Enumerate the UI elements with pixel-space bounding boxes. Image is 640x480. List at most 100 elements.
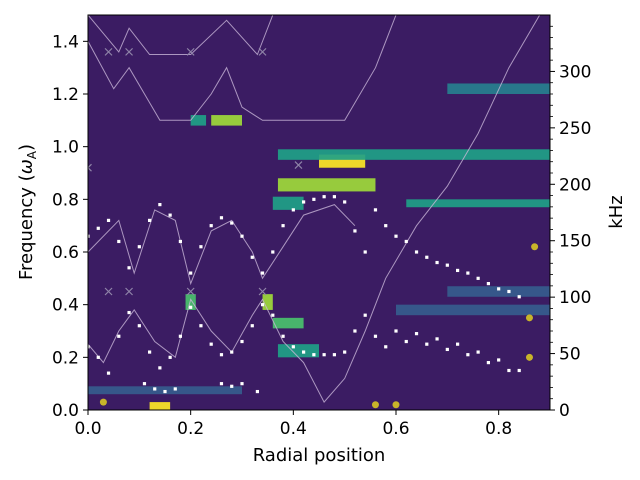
y2-tick-label: 100 xyxy=(559,288,591,308)
cross-marker xyxy=(88,163,92,172)
data-point xyxy=(332,195,336,199)
x-axis: 0.0 0.2 0.4 0.6 0.8 xyxy=(74,410,512,439)
secondary-y-axis: 0 50 100 150 200 250 300 xyxy=(550,25,591,421)
cross-marker xyxy=(186,47,195,56)
y-axis: 0.0 0.2 0.4 0.6 0.8 1.0 1.2 1.4 xyxy=(52,32,88,421)
y2-tick-label: 150 xyxy=(559,232,591,252)
eigenmode-points xyxy=(88,195,521,394)
data-point xyxy=(117,334,121,338)
y-axis-label: Frequency (ωA) xyxy=(16,144,39,280)
data-point xyxy=(435,260,439,265)
data-point xyxy=(445,263,449,267)
data-point xyxy=(96,226,100,230)
cross-marker xyxy=(186,287,195,296)
x-tick-label: 0.8 xyxy=(485,419,512,439)
continuum-curves xyxy=(88,15,541,403)
data-point xyxy=(271,250,275,254)
data-point xyxy=(394,329,398,333)
y-tick-label: 0.2 xyxy=(52,348,79,368)
data-point xyxy=(189,271,193,275)
heatmap-cell xyxy=(406,199,550,208)
data-point xyxy=(517,295,521,299)
data-point xyxy=(291,345,295,349)
heatmap-cell xyxy=(185,294,196,310)
data-point xyxy=(373,208,378,212)
heatmap-cell xyxy=(272,196,304,210)
data-point xyxy=(106,371,111,375)
heatmap-cell xyxy=(190,115,207,126)
heatmap-cell xyxy=(262,294,273,310)
y-tick-label: 0.8 xyxy=(52,190,79,210)
data-point xyxy=(96,355,100,359)
data-point xyxy=(219,216,224,220)
data-point xyxy=(209,342,213,346)
data-point xyxy=(255,389,259,394)
data-point xyxy=(363,250,367,254)
data-point xyxy=(394,234,398,238)
heatmap-cell xyxy=(277,149,550,160)
data-point xyxy=(173,387,177,391)
data-point xyxy=(343,350,347,354)
cross-marker xyxy=(104,287,113,296)
data-point xyxy=(322,353,326,357)
yellow-point xyxy=(525,353,533,361)
yellow-point xyxy=(531,243,539,251)
data-point xyxy=(497,287,501,291)
data-point xyxy=(414,250,419,254)
data-point xyxy=(250,255,254,259)
data-point xyxy=(486,361,490,365)
data-point xyxy=(486,282,490,286)
data-point xyxy=(353,329,357,333)
data-point xyxy=(106,218,111,222)
data-point xyxy=(281,334,285,338)
data-point xyxy=(507,368,511,373)
heatmap-cell xyxy=(272,317,304,329)
data-point xyxy=(425,342,429,346)
data-point xyxy=(137,324,141,328)
data-point xyxy=(178,334,182,338)
data-point xyxy=(517,368,521,373)
data-point xyxy=(240,339,244,344)
continuum-curve xyxy=(88,15,541,403)
cross-marker xyxy=(258,287,267,296)
data-point xyxy=(425,255,429,259)
data-point xyxy=(302,350,306,354)
y2-tick-label: 0 xyxy=(559,401,570,421)
y-tick-label: 1.2 xyxy=(52,85,79,105)
heatmap-cell xyxy=(149,402,171,410)
data-point xyxy=(322,195,326,199)
continuum-curve xyxy=(88,204,356,286)
data-point xyxy=(88,345,90,349)
data-point xyxy=(281,224,285,228)
data-point xyxy=(435,337,439,341)
x-tick-label: 0.0 xyxy=(74,419,101,439)
data-point xyxy=(137,245,141,249)
heatmap-cell xyxy=(396,304,550,316)
data-point xyxy=(445,347,449,352)
data-point xyxy=(250,324,254,328)
x-tick-label: 0.4 xyxy=(280,419,307,439)
x-tick-label: 0.2 xyxy=(177,419,204,439)
yellow-point xyxy=(371,401,379,409)
data-point xyxy=(230,221,234,225)
data-point xyxy=(158,203,162,207)
data-point xyxy=(373,334,378,338)
data-point xyxy=(178,239,182,244)
y2-tick-label: 200 xyxy=(559,175,591,195)
data-point xyxy=(148,218,152,222)
data-point xyxy=(219,353,224,357)
data-point xyxy=(312,197,316,201)
data-point xyxy=(271,313,275,317)
x-axis-label: Radial position xyxy=(253,445,386,466)
data-point xyxy=(88,234,90,238)
data-point xyxy=(476,350,480,354)
data-point xyxy=(240,234,244,238)
y-tick-label: 1.0 xyxy=(52,138,79,158)
data-point xyxy=(404,239,408,244)
y2-tick-label: 250 xyxy=(559,119,591,139)
data-point xyxy=(302,200,306,204)
data-point xyxy=(189,305,193,309)
data-point xyxy=(343,200,347,204)
continuum-curve xyxy=(88,15,274,56)
data-point xyxy=(148,350,152,354)
